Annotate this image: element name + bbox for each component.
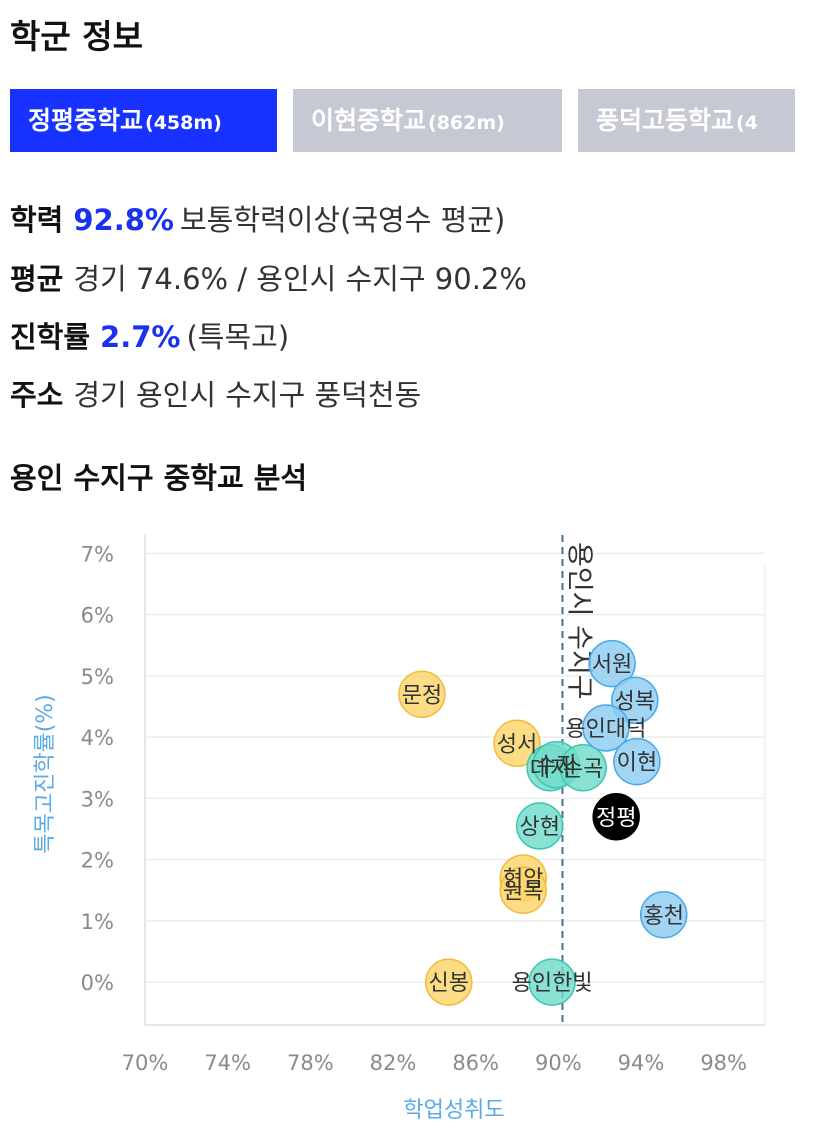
axes: 0% 1% 2% 3% 4% 5% 6% 7% 70% 74% 78% 82% 86% 90% 94% 98% bbox=[81, 535, 766, 1075]
data-point-label: 성복 bbox=[615, 689, 655, 714]
scatter-chart: 0% 1% 2% 3% 4% 5% 6% 7% 70% 74% 78% 82% 86% 90% 94% 98%… bbox=[33, 535, 766, 1123]
tab-school-name: 풍덕고등학교 bbox=[596, 106, 735, 135]
tab-distance: (862m) bbox=[428, 112, 505, 134]
achievement-row: 학력 92.8% 보통학력이상(국영수 평균) bbox=[10, 197, 505, 239]
tab-pungdeok[interactable]: 풍덕고등학교 (4 bbox=[578, 89, 795, 152]
data-point-label: 이현 bbox=[617, 751, 657, 776]
average-value: 경기 74.6% / 용인시 수지구 90.2% bbox=[73, 262, 527, 296]
data-point-label: 대지 bbox=[530, 757, 570, 782]
data-point-label: 정평 bbox=[596, 806, 636, 831]
x-tick-label: 86% bbox=[452, 1051, 499, 1075]
tab-school-name: 정평중학교 bbox=[28, 106, 144, 135]
data-point bbox=[592, 793, 640, 841]
x-tick-label: 82% bbox=[370, 1051, 417, 1075]
advance-label: 진학률 bbox=[10, 320, 91, 354]
tab-school-name: 이현중학교 bbox=[311, 106, 427, 135]
data-point bbox=[528, 958, 576, 1006]
data-point-label: 상현 bbox=[519, 815, 559, 840]
data-point bbox=[493, 719, 541, 767]
data-point-label: 수지 bbox=[536, 754, 576, 779]
tab-jeongpyeong[interactable]: 정평중학교 (458m) bbox=[10, 89, 277, 152]
school-tabs: 정평중학교 (458m) 이현중학교 (862m) 풍덕고등학교 (4 bbox=[10, 89, 795, 152]
x-axis-label: 학업성취도 bbox=[403, 1098, 504, 1123]
y-tick-label: 6% bbox=[81, 604, 114, 628]
y-tick-label: 7% bbox=[81, 542, 114, 566]
x-tick-label: 70% bbox=[122, 1051, 169, 1075]
y-tick-label: 1% bbox=[81, 910, 114, 934]
average-row: 평균 경기 74.6% / 용인시 수지구 90.2% bbox=[10, 256, 527, 298]
y-tick-label: 3% bbox=[81, 787, 114, 811]
data-point bbox=[582, 704, 630, 752]
x-tick-label: 94% bbox=[618, 1051, 665, 1075]
data-point bbox=[425, 958, 473, 1006]
data-point bbox=[499, 866, 547, 914]
data-point-label: 홍천 bbox=[643, 904, 683, 929]
advance-row: 진학률 2.7% (특목고) bbox=[10, 314, 289, 356]
data-point bbox=[559, 744, 607, 792]
x-tick-label: 78% bbox=[287, 1051, 334, 1075]
address-value: 경기 용인시 수지구 풍덕천동 bbox=[73, 378, 422, 412]
y-axis-label: 특목고진학률(%) bbox=[33, 694, 58, 854]
data-point-label: 문정 bbox=[402, 683, 442, 708]
data-point-label: 용인한빛 bbox=[512, 971, 593, 996]
reference-line-label: 용인시 수지구 bbox=[563, 542, 594, 700]
section-title: 용인 수지구 중학교 분석 bbox=[10, 461, 308, 495]
y-tick-label: 0% bbox=[81, 971, 114, 995]
data-point bbox=[515, 802, 564, 850]
achievement-label: 학력 bbox=[10, 203, 64, 237]
address-row: 주소 경기 용인시 수지구 풍덕천동 bbox=[10, 372, 421, 414]
y-tick-label: 5% bbox=[81, 665, 114, 689]
data-point-label: 용인대덕 bbox=[565, 717, 646, 742]
data-point-label: 신봉 bbox=[429, 971, 469, 996]
tab-distance: (4 bbox=[736, 112, 758, 134]
tab-ihyeon[interactable]: 이현중학교 (862m) bbox=[293, 89, 562, 152]
achievement-desc: 보통학력이상(국영수 평균) bbox=[179, 203, 506, 237]
x-tick-label: 98% bbox=[700, 1051, 747, 1075]
y-tick-label: 4% bbox=[81, 726, 114, 750]
x-tick-label: 74% bbox=[204, 1051, 251, 1075]
grid bbox=[145, 552, 765, 983]
data-point bbox=[398, 670, 446, 718]
data-point bbox=[613, 737, 661, 786]
advance-value: 2.7% bbox=[100, 320, 181, 354]
data-point-label: 현암 bbox=[503, 867, 543, 892]
average-label: 평균 bbox=[10, 262, 64, 296]
x-tick-label: 90% bbox=[535, 1051, 582, 1075]
data-point bbox=[639, 891, 688, 939]
data-point-label: 서원 bbox=[592, 653, 632, 678]
address-label: 주소 bbox=[10, 378, 64, 412]
data-point-label: 성서 bbox=[497, 732, 537, 757]
y-tick-label: 2% bbox=[81, 849, 114, 873]
page-title: 학군 정보 bbox=[10, 17, 143, 56]
data-point bbox=[588, 639, 636, 688]
achievement-value: 92.8% bbox=[73, 203, 174, 237]
advance-desc: (특목고) bbox=[186, 320, 290, 354]
data-point-label: 손곡 bbox=[563, 757, 603, 782]
data-point-label: 원복 bbox=[503, 879, 543, 904]
tab-distance: (458m) bbox=[145, 112, 222, 134]
